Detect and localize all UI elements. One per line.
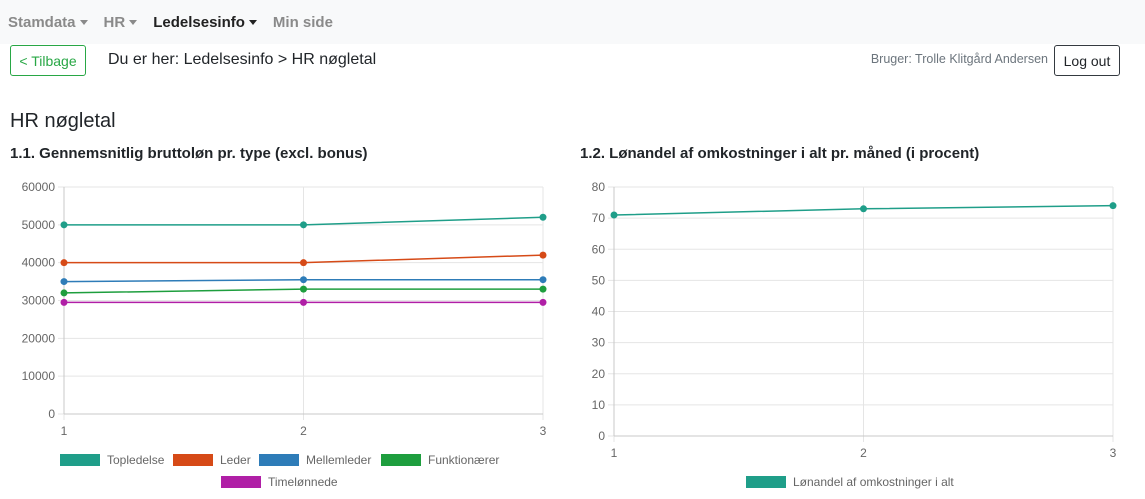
y-tick-label: 70 [592,211,606,225]
y-tick-label: 10000 [22,369,56,383]
breadcrumb: Du er her: Ledelsesinfo > HR nøgletal [108,51,377,68]
caret-down-icon [79,19,88,25]
data-point-topledelse [539,213,547,221]
y-tick-label: 30000 [22,294,56,308]
y-tick-label: 30 [592,336,606,350]
legend-label: Topledelse [107,453,165,467]
y-tick-label: 50000 [22,218,56,232]
x-tick-label: 1 [611,446,618,460]
nav-min-side[interactable]: Min side [273,14,333,31]
data-point-l-nandel-af-omkostninger-i-alt [1109,202,1117,210]
page-title: HR nøgletal [10,110,116,132]
legend-swatch [60,454,100,466]
y-tick-label: 50 [592,273,606,287]
y-tick-label: 80 [592,180,606,194]
y-tick-label: 0 [48,407,55,421]
chart2-title: 1.2. Lønandel af omkostninger i alt pr. … [580,145,980,162]
nav-hr-label: HR [103,13,126,31]
nav-stamdata-label: Stamdata [8,13,76,31]
data-point-mellemleder [539,276,547,284]
legend-label: Timelønnede [268,475,338,489]
user-info: Bruger: Trolle Klitgård Andersen [870,52,1048,66]
legend-swatch [259,454,299,466]
y-tick-label: 20000 [22,331,56,345]
nav-ledelsesinfo-label: Ledelsesinfo [153,13,245,31]
y-tick-label: 40000 [22,256,56,270]
data-point-timel-nnede [300,298,307,306]
y-tick-label: 20 [592,367,606,381]
x-tick-label: 3 [1110,446,1117,460]
data-point-l-nandel-af-omkostninger-i-alt [610,211,618,219]
y-tick-label: 0 [598,429,605,443]
nav-ledelsesinfo[interactable]: Ledelsesinfo [153,14,257,31]
y-tick-label: 60 [592,242,606,256]
y-tick-label: 60000 [22,180,56,194]
data-point-leder [539,251,547,259]
data-point-mellemleder [300,276,307,284]
data-point-funktion-rer [539,285,547,293]
data-point-leder [300,259,307,267]
x-tick-label: 1 [61,424,68,438]
legend-swatch [221,476,261,488]
nav-stamdata[interactable]: Stamdata [8,14,88,31]
top-navbar: Stamdata HR Ledelsesinfo Min side [0,0,1145,44]
data-point-timel-nnede [60,298,68,306]
y-tick-label: 40 [592,305,606,319]
x-tick-label: 2 [860,446,867,460]
data-point-l-nandel-af-omkostninger-i-alt [860,205,867,213]
legend-label: Leder [220,453,251,467]
nav-hr[interactable]: HR [104,14,138,31]
x-tick-label: 3 [540,424,547,438]
data-point-funktion-rer [300,285,307,293]
back-button[interactable]: < Tilbage [10,45,86,76]
data-point-mellemleder [60,278,68,286]
caret-down-icon [248,19,257,25]
legend-label: Funktionærer [428,453,499,467]
data-point-timel-nnede [539,298,547,306]
chart1-title: 1.1. Gennemsnitlig bruttoløn pr. type (e… [10,145,368,162]
y-tick-label: 10 [592,398,606,412]
data-point-leder [60,259,68,267]
logout-button[interactable]: Log out [1054,45,1120,76]
data-point-funktion-rer [60,289,68,297]
caret-down-icon [129,19,138,25]
legend-swatch [173,454,213,466]
legend-swatch [381,454,421,466]
legend-label: Lønandel af omkostninger i alt [793,475,954,489]
legend-swatch [746,476,786,488]
x-tick-label: 2 [300,424,307,438]
nav-min-side-label: Min side [272,13,333,31]
data-point-topledelse [60,221,68,229]
legend-label: Mellemleder [306,453,371,467]
data-point-topledelse [300,221,307,229]
